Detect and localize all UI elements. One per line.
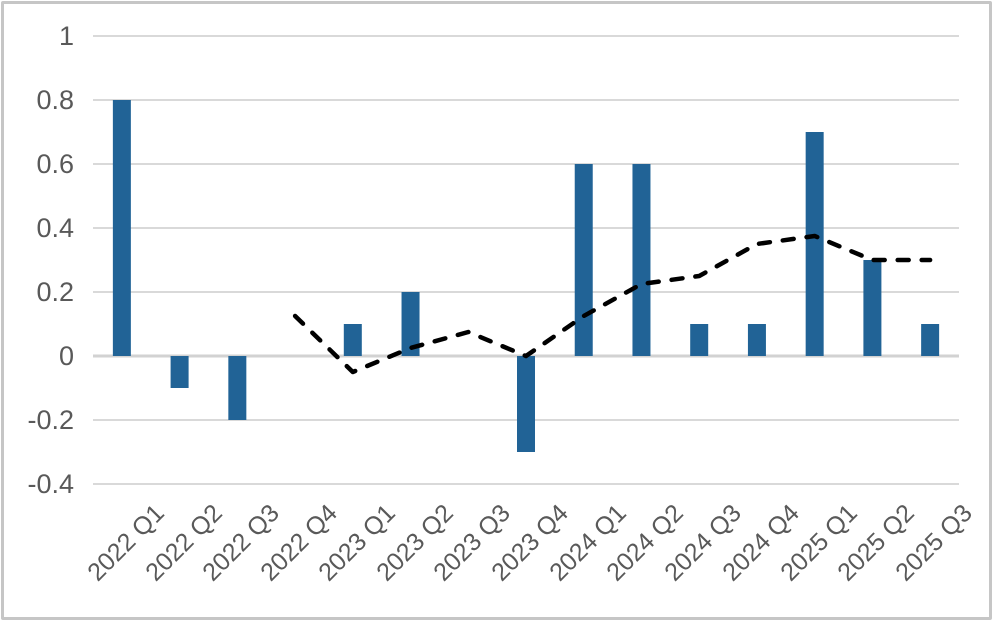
bar-2024-Q3 [690,324,709,356]
bar-2022-Q2 [170,356,189,388]
y-tick-label: 0.2 [36,277,74,307]
y-tick-label: 0.8 [36,85,74,115]
bar-2022-Q1 [112,100,131,356]
y-tick-label: 0.4 [36,213,74,243]
bar-2025-Q3 [921,324,940,356]
bar-2025-Q2 [863,260,882,356]
bar-2022-Q3 [228,356,247,420]
bar-2025-Q1 [805,132,824,356]
dashed-trend-line [292,233,933,375]
y-tick-label: 1 [58,21,74,51]
bar-2024-Q4 [747,324,766,356]
bar-2024-Q2 [632,164,651,356]
y-tick-label: 0 [58,341,74,371]
y-tick-label: -0.4 [27,469,74,499]
bar-2023-Q4 [517,356,535,452]
bar-2023-Q1 [343,324,362,356]
bar-2024-Q1 [574,164,593,356]
bar-2023-Q2 [401,292,420,356]
y-tick-label: -0.2 [27,405,74,435]
y-tick-label: 0.6 [36,149,74,179]
